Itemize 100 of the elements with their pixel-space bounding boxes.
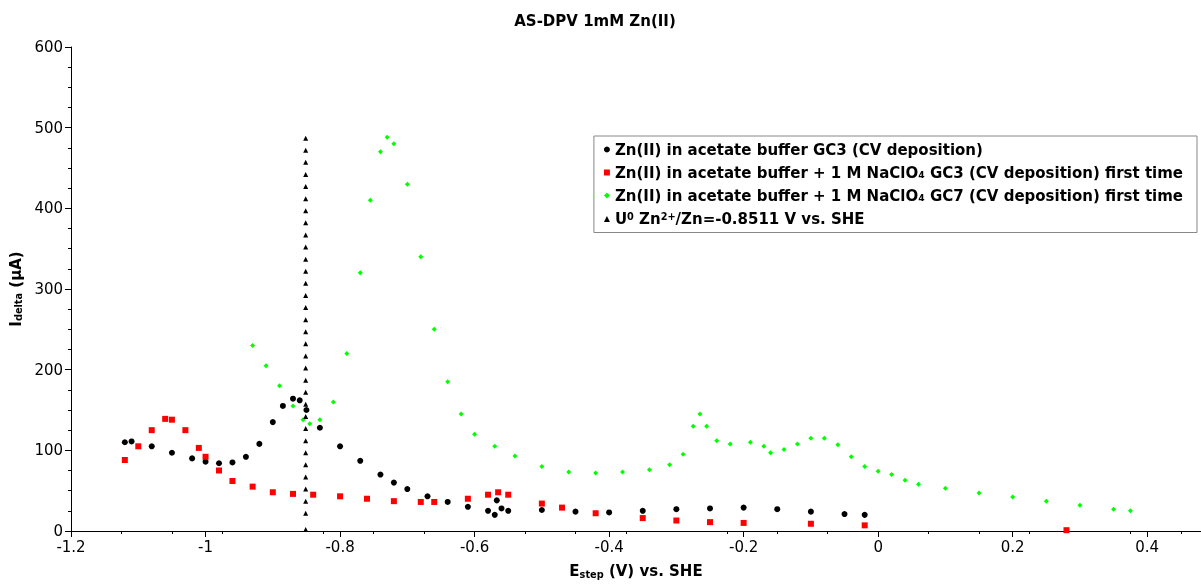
point xyxy=(1111,506,1117,512)
point xyxy=(367,197,373,203)
point xyxy=(303,159,309,165)
point xyxy=(330,399,336,405)
point xyxy=(363,495,370,502)
point xyxy=(781,447,787,453)
point xyxy=(303,413,309,419)
point xyxy=(916,481,922,487)
point xyxy=(498,505,505,512)
point xyxy=(390,479,397,486)
point xyxy=(404,486,411,493)
point xyxy=(727,441,733,447)
point xyxy=(277,383,283,389)
point xyxy=(289,395,296,402)
point xyxy=(539,463,545,469)
point xyxy=(464,503,471,510)
point xyxy=(303,268,309,274)
point xyxy=(431,498,438,505)
point xyxy=(307,421,313,427)
point xyxy=(250,342,256,348)
x-tick-label: 0.4 xyxy=(1135,537,1160,556)
chart-title: AS-DPV 1mM Zn(II) xyxy=(514,11,676,30)
point xyxy=(317,417,323,423)
x-tick-label: -0.8 xyxy=(325,537,355,556)
point xyxy=(249,483,256,490)
point xyxy=(861,511,868,518)
x-tick-label: 0 xyxy=(873,537,883,556)
y-tick-label: 400 xyxy=(34,199,64,218)
point xyxy=(707,505,713,512)
point xyxy=(202,453,209,460)
point xyxy=(707,519,713,526)
point xyxy=(357,457,364,464)
point xyxy=(464,495,471,502)
point xyxy=(168,416,175,423)
point xyxy=(303,407,310,413)
point xyxy=(673,506,680,513)
point xyxy=(559,504,566,511)
point xyxy=(303,184,309,190)
point xyxy=(229,459,236,466)
point xyxy=(976,490,982,496)
point xyxy=(566,469,572,475)
point xyxy=(189,455,196,462)
point xyxy=(841,511,848,518)
point xyxy=(290,403,296,409)
x-tick-label: -0.2 xyxy=(728,537,759,556)
point xyxy=(667,462,673,468)
point xyxy=(861,522,868,529)
point xyxy=(279,402,286,409)
point xyxy=(472,431,478,437)
point xyxy=(620,469,626,475)
x-tick-label: -1.2 xyxy=(56,537,86,556)
point xyxy=(229,477,236,484)
point xyxy=(704,423,710,429)
point xyxy=(384,134,390,140)
point xyxy=(875,468,881,474)
point xyxy=(269,419,276,426)
point xyxy=(505,491,512,498)
point xyxy=(148,427,155,434)
point xyxy=(794,441,800,447)
point xyxy=(774,506,781,513)
point xyxy=(807,520,814,527)
point xyxy=(740,519,747,526)
point xyxy=(216,467,222,474)
point xyxy=(303,365,309,371)
point xyxy=(256,440,263,447)
point xyxy=(418,254,424,260)
point xyxy=(303,292,309,298)
point xyxy=(303,486,309,492)
point xyxy=(404,181,410,187)
point xyxy=(606,509,613,516)
point xyxy=(592,510,599,517)
point xyxy=(538,507,545,514)
point xyxy=(303,426,309,432)
point xyxy=(862,463,868,469)
point xyxy=(680,451,686,457)
point xyxy=(162,415,169,422)
point xyxy=(673,517,680,524)
point xyxy=(761,443,767,449)
point xyxy=(168,449,175,456)
point xyxy=(377,471,384,478)
point xyxy=(835,442,841,448)
point xyxy=(747,439,753,445)
point xyxy=(512,453,518,459)
point xyxy=(390,498,397,505)
x-tick-label: -0.4 xyxy=(594,537,624,556)
point xyxy=(445,379,451,385)
point xyxy=(902,477,908,483)
point xyxy=(310,491,317,498)
point xyxy=(848,454,854,460)
point xyxy=(492,443,498,449)
point xyxy=(690,423,696,429)
point xyxy=(303,377,309,383)
point xyxy=(505,507,512,514)
point xyxy=(444,498,451,505)
point xyxy=(303,510,309,516)
point xyxy=(491,511,498,518)
point xyxy=(377,149,383,155)
y-tick-label: 0 xyxy=(53,522,64,540)
point xyxy=(242,453,249,460)
point xyxy=(148,443,155,450)
